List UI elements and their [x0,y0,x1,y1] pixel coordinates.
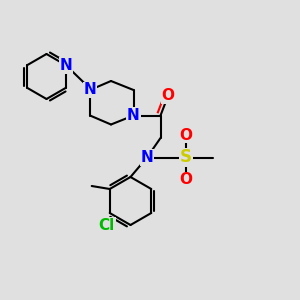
Text: N: N [60,58,72,73]
Text: N: N [84,82,96,98]
Text: O: O [179,172,193,188]
Text: O: O [179,128,193,142]
Text: O: O [161,88,175,104]
Text: N: N [127,108,140,123]
Text: S: S [180,148,192,166]
Text: N: N [141,150,153,165]
Text: Cl: Cl [99,218,115,233]
